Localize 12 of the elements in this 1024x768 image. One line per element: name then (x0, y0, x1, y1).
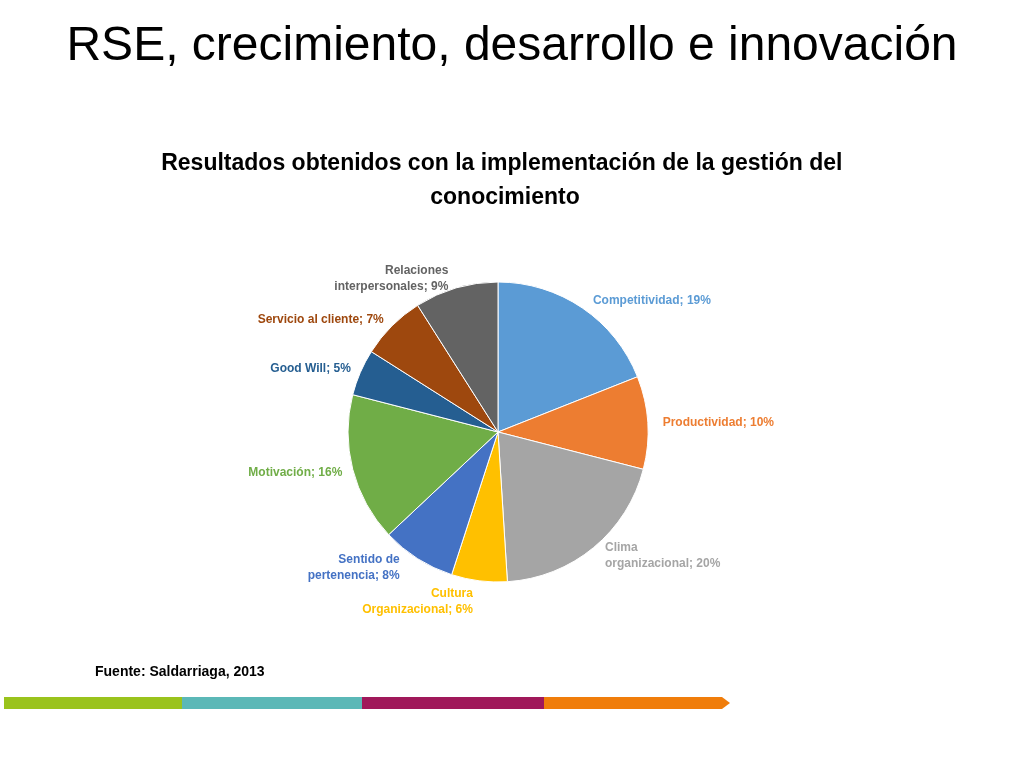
chart-subtitle: Resultados obtenidos con la implementación de la gestión del conocimiento (161, 149, 849, 209)
slice-label: Clima organizacional; 20% (604, 540, 721, 571)
chart-title: RSE, crecimiento, desarrollo e innovación (66, 16, 958, 70)
slice-label: Servicio al cliente; 7% (257, 311, 385, 326)
slice-label: Relaciones interpersonales; 9% (334, 263, 449, 294)
slice-label: Productividad; 10% (662, 414, 775, 429)
slice-label: Good Will; 5% (270, 361, 352, 376)
slice-label: Competitividad; 19% (592, 292, 712, 307)
slice-label: Sentido de pertenencia; 8% (307, 552, 401, 583)
slice-label: Motivación; 16% (248, 464, 343, 479)
slice-label: Cultura Organizacional; 6% (362, 586, 474, 617)
source-note: Fuente: Saldarriaga, 2013 (95, 663, 265, 679)
